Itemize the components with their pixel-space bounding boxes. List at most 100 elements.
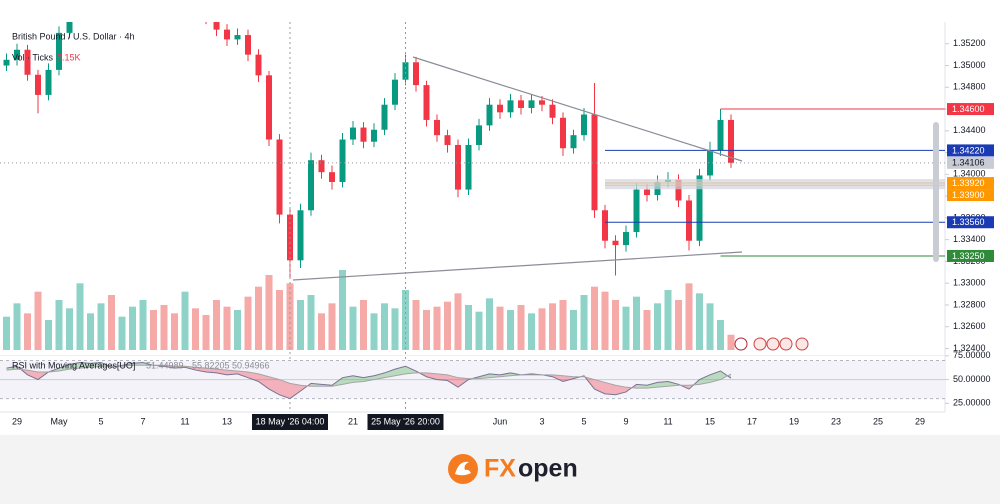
x-tick-label: 9 [623,416,628,426]
volume-bar [381,303,388,350]
crosshair-label-bg [367,414,444,430]
volume-bar [171,313,178,350]
volume-bar [76,283,84,350]
candle-body [276,139,283,215]
rsi-title: RSI with Moving Averages[UO] [12,360,135,370]
volume-bar [244,296,252,350]
rsi-cloud [647,382,658,389]
volume-bar [370,313,378,350]
candle-body [602,210,608,241]
y-tick-label: 1.34400 [953,125,986,135]
x-tick-label: 5 [98,416,103,426]
level-label: 1.34220 [952,145,985,155]
volume-bar [181,291,189,350]
volume-bar [223,306,231,350]
candle-body [266,75,272,140]
volume-bar [465,305,472,350]
level-label-bg [947,216,994,229]
volume-bar [664,290,672,350]
rsi-cloud [405,366,416,374]
x-tick-label: 23 [831,416,841,426]
candle-body [465,144,472,190]
volume-legend: Vol · Ticks [12,52,54,62]
x-tick-label: 25 [873,416,883,426]
candle-body [633,189,640,233]
event-icon [753,337,767,351]
volume-bar [213,300,220,350]
event-icon [779,337,793,351]
level-label-bg [947,144,994,157]
candle-body [612,240,619,246]
x-tick-label: 21 [348,416,358,426]
volume-bar [507,310,514,350]
candle-body [570,135,577,149]
volume-bar [34,291,42,350]
volume-bar [13,303,21,350]
y-tick-label: 1.32800 [953,299,986,309]
volume-bar [612,300,619,350]
volume-bar [118,316,126,350]
volume-last-value: 9.15K [57,52,81,62]
volume-bar [108,295,115,350]
volume-bar [391,308,399,350]
volume-bar [559,300,567,350]
volume-bar [87,313,94,350]
candle-body [381,104,388,130]
volume-bar [234,310,241,350]
volume-bar [202,315,210,350]
x-tick-label: 7 [140,416,145,426]
x-tick-label: 5 [581,416,586,426]
x-tick-label: 29 [12,416,22,426]
volume-bar [685,283,693,350]
volume-bar [433,306,441,350]
candle-body [371,129,377,142]
candle-body [234,35,241,40]
x-tick-label: May [50,416,68,426]
volume-bar [45,320,52,350]
volume-bar [675,300,682,350]
rsi-cloud [657,381,668,388]
volume-bar [486,298,493,350]
rsi-cloud [258,373,269,390]
candle-body [444,135,451,145]
level-label-bg [947,249,994,262]
volume-bar [496,306,504,350]
rsi-cloud [27,370,38,380]
rsi-tick-label: 50.00000 [953,374,991,384]
x-tick-label: 17 [747,416,757,426]
volume-bar [318,313,325,350]
volume-bar [412,300,420,350]
candle-body [434,119,440,136]
rsi-cloud [342,375,353,385]
volume-bar [339,270,346,350]
rsi-cloud [710,371,721,383]
plot-layer: 1.35200 1.35000 1.34800 1.34600 1.34400 1.342… [0,22,994,430]
candle-body [528,100,535,108]
event-icon [766,337,780,351]
x-tick-label: 3 [539,416,544,426]
rsi-ma-value: 55.82205 [192,360,230,370]
level-label: 1.34600 [952,104,985,114]
y-tick-label: 1.34800 [953,82,986,92]
candle-body [707,150,713,176]
rsi-cloud [563,375,574,382]
candle-body [245,35,251,55]
candle-body [224,29,230,40]
x-tick-label: 18 May '26 04:00 [256,416,325,426]
candle-body [581,114,587,136]
x-tick-label: 29 [915,416,925,426]
volume-bar [349,306,357,350]
candle-body [644,189,650,196]
candle-body [497,104,503,113]
volume-bar [591,286,598,350]
level-label-bg [947,103,994,116]
x-tick-label: Jun [493,416,508,426]
y-tick-label: 1.35200 [953,38,986,48]
x-tick-label: 11 [663,416,672,426]
volume-bar [580,295,588,350]
volume-bar [360,300,367,350]
candle-body [623,232,629,246]
candle-body [255,54,262,76]
candle-body [413,62,419,86]
